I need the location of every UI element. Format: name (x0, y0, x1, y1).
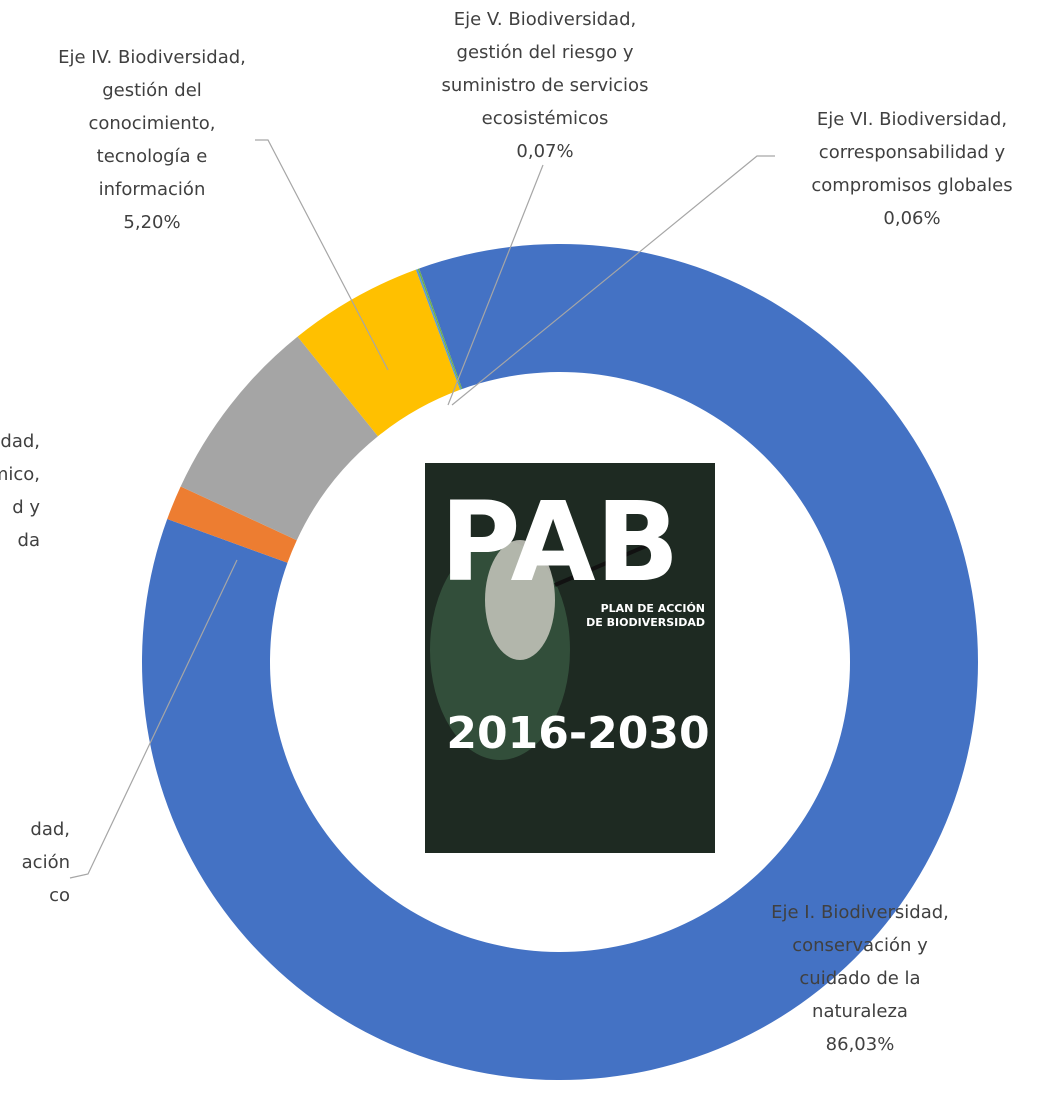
slice-label: Eje VI. Biodiversidad, (817, 109, 1007, 130)
slice-label: compromisos globales (811, 175, 1012, 196)
slice-label: ación (22, 852, 70, 873)
slice (141, 244, 978, 1080)
slice-label: gestión del riesgo y (457, 42, 634, 63)
cover-bird-chest (485, 540, 555, 660)
slice-label: da (18, 530, 40, 551)
slice-label: Eje V. Biodiversidad, (454, 9, 637, 30)
slice-label: suministro de servicios (442, 75, 649, 96)
slice (417, 268, 463, 390)
labels: Eje I. Biodiversidad, conservación y cuida… (0, 9, 1013, 1055)
cover-years: 2016-2030 (446, 708, 709, 759)
slice-label: Eje IV. Biodiversidad, (58, 47, 246, 68)
slice-label: omico, (0, 464, 40, 485)
slice-label: idad, (0, 431, 40, 452)
cover-logo: PAB (440, 478, 680, 606)
slice-label: información (99, 179, 206, 200)
cover-subtitle: DE BIODIVERSIDAD (586, 616, 705, 629)
slice-label: d y (12, 497, 40, 518)
slice-label: Eje I. Biodiversidad, (771, 902, 949, 923)
leader-lines (69, 139, 775, 879)
slice (167, 486, 297, 563)
cover-subtitle: PLAN DE ACCIÓN (601, 602, 705, 615)
slice (180, 336, 378, 541)
value-label: 0,07% (516, 141, 573, 162)
slice (415, 268, 462, 390)
value-label: 0,06% (883, 208, 940, 229)
slice-label: cuidado de la (799, 968, 920, 989)
slice-label: tecnología e (97, 146, 208, 167)
slice-label: corresponsabilidad y (819, 142, 1006, 163)
cover-image: PAB PLAN DE ACCIÓN DE BIODIVERSIDAD 2016… (425, 463, 715, 853)
cover-beak (554, 538, 661, 587)
leader-line (69, 559, 238, 879)
slice-label: naturaleza (812, 1001, 908, 1022)
slice-label: dad, (30, 819, 70, 840)
leader-line (451, 155, 775, 406)
leader-line (255, 139, 389, 371)
value-label: 86,03% (826, 1034, 895, 1055)
slice-label: co (49, 885, 70, 906)
leader-line (447, 164, 544, 406)
slice-label: conservación y (792, 935, 928, 956)
slice-label: conocimiento, (88, 113, 215, 134)
slice-label: ecosistémicos (482, 108, 609, 129)
slice-label: gestión del (102, 80, 202, 101)
value-label: 5,20% (123, 212, 180, 233)
